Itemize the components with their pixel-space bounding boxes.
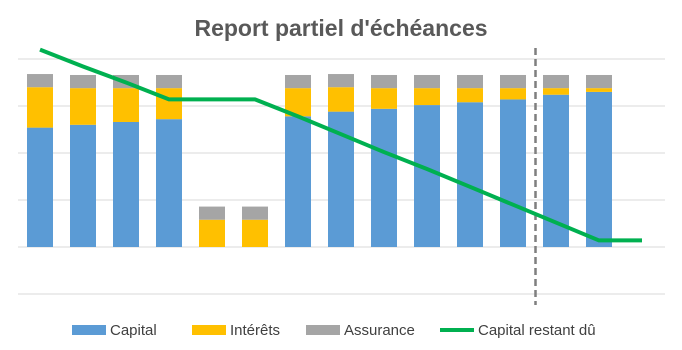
bar-segment (27, 87, 53, 128)
chart-title: Report partiel d'échéances (194, 15, 487, 41)
bar-segment (371, 108, 397, 247)
bar-segment (199, 206, 225, 220)
bar-segment (457, 74, 483, 89)
bar-segment (156, 88, 182, 120)
bar-segment (414, 105, 440, 247)
bar-segment (500, 74, 526, 89)
bar-segment (328, 74, 354, 88)
legend-label: Intérêts (230, 322, 280, 339)
bar-segment (242, 206, 268, 220)
bar-segment (414, 88, 440, 106)
legend-label: Capital restant dû (478, 322, 596, 339)
line-series (39, 47, 642, 243)
bar-segment (371, 74, 397, 89)
bar-segment (500, 88, 526, 100)
legend-swatch (192, 325, 226, 335)
bar-segment (328, 87, 354, 112)
bar-segment (27, 127, 53, 247)
bar-segment (27, 74, 53, 88)
bar-segment (586, 74, 612, 89)
bar-segment (371, 88, 397, 109)
bar-segment (285, 74, 311, 89)
bar-segment (113, 88, 139, 122)
bar-segment (457, 88, 483, 103)
bar-segment (70, 74, 96, 89)
bar-segment (156, 74, 182, 89)
bar-segment (70, 124, 96, 247)
bar-segment (500, 99, 526, 247)
bar-segment (543, 74, 569, 89)
bar-segment (543, 88, 569, 95)
bar-segment (199, 219, 225, 247)
bar-segment (586, 88, 612, 92)
bar-segment (70, 88, 96, 125)
bar-segment (285, 116, 311, 247)
legend-label: Assurance (344, 322, 415, 339)
legend-label: Capital (110, 322, 157, 339)
bar-segment (156, 119, 182, 247)
bar-segment (414, 74, 440, 89)
bar-segment (586, 91, 612, 248)
bar-segment (113, 121, 139, 247)
bar-segment (457, 102, 483, 248)
bar-segment (242, 219, 268, 247)
legend-swatch (306, 325, 340, 335)
legend-swatch (72, 325, 106, 335)
